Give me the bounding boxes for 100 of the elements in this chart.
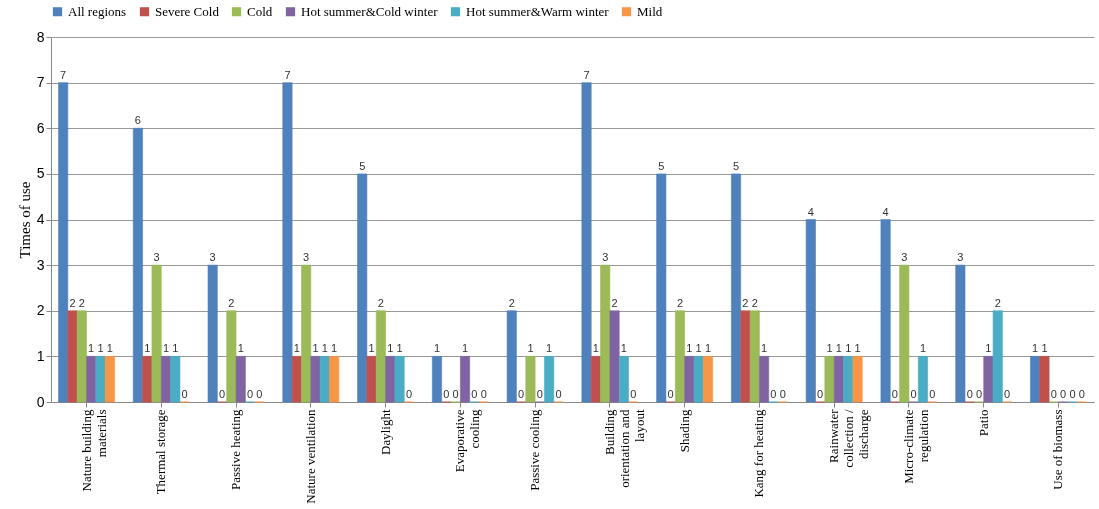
data-label: 0 xyxy=(1069,388,1076,400)
x-tick-label: Evaporative cooling xyxy=(452,409,483,473)
data-label: 1 xyxy=(835,342,842,355)
bar xyxy=(142,356,153,403)
x-tick-label: Patio xyxy=(975,409,991,437)
y-tick-label: 3 xyxy=(36,256,45,273)
y-tick-label: 6 xyxy=(36,119,45,136)
y-tick-label: 2 xyxy=(36,302,45,319)
legend-label: All regions xyxy=(68,3,127,19)
data-label: 1 xyxy=(592,342,599,355)
legend-label: Hot summer&Cold winter xyxy=(301,3,439,19)
data-label: 1 xyxy=(461,342,469,355)
data-label: 0 xyxy=(1060,388,1067,400)
data-label: 4 xyxy=(807,205,814,218)
bar xyxy=(759,356,770,403)
bar xyxy=(880,219,891,403)
bar xyxy=(375,310,386,403)
bar xyxy=(740,310,751,403)
data-label: 0 xyxy=(1050,388,1057,400)
data-label: 0 xyxy=(1004,388,1011,400)
data-label: 0 xyxy=(181,388,188,400)
data-label: 2 xyxy=(676,296,684,309)
x-tick-label: Daylight xyxy=(377,409,393,455)
data-label: 5 xyxy=(658,159,665,172)
data-label: 1 xyxy=(985,342,992,355)
bar xyxy=(731,173,742,403)
data-label: 1 xyxy=(761,342,768,355)
data-label: 1 xyxy=(331,342,338,355)
legend-label: Hot summer&Warm winter xyxy=(466,3,610,19)
bar xyxy=(1030,356,1041,403)
bar xyxy=(67,310,78,403)
bar xyxy=(432,356,442,403)
data-label: 3 xyxy=(901,251,908,264)
x-tick-label: Passive cooling xyxy=(527,409,543,491)
data-label: 0 xyxy=(929,388,936,400)
bar xyxy=(675,310,685,403)
data-label: 3 xyxy=(957,251,964,264)
y-tick-label: 0 xyxy=(36,393,45,410)
data-label: 0 xyxy=(443,388,450,400)
x-tick-label: Rainwater collection / discharge xyxy=(826,408,872,468)
bar xyxy=(693,356,704,403)
data-label: 1 xyxy=(686,342,693,355)
y-tick-label: 4 xyxy=(36,211,45,227)
x-tick-label: Nature ventilation xyxy=(302,409,318,504)
x-tick-label: Passive heating xyxy=(228,409,244,491)
bar xyxy=(207,264,218,403)
data-label: 2 xyxy=(994,296,1001,309)
data-label: 1 xyxy=(1041,342,1048,355)
bar xyxy=(824,356,835,403)
data-label: 0 xyxy=(1078,388,1085,400)
bar xyxy=(525,356,536,403)
x-tick-label: Nature building materials xyxy=(78,409,109,492)
data-label: 0 xyxy=(966,388,973,400)
data-label: 1 xyxy=(527,342,534,355)
data-label: 1 xyxy=(312,342,319,355)
data-label: 0 xyxy=(480,388,487,400)
bar xyxy=(132,127,143,403)
bar xyxy=(291,356,302,403)
data-label: 0 xyxy=(891,388,898,400)
y-tick-label: 1 xyxy=(36,347,45,364)
data-label: 1 xyxy=(854,342,861,355)
data-label: 2 xyxy=(508,296,515,309)
data-label: 0 xyxy=(770,388,777,400)
legend-label: Cold xyxy=(247,3,273,19)
data-label: 2 xyxy=(228,296,235,309)
bar xyxy=(544,356,555,403)
bar xyxy=(310,356,321,403)
bar xyxy=(394,356,405,403)
bar xyxy=(1039,356,1050,403)
data-label: 1 xyxy=(97,342,104,355)
bar xyxy=(58,82,69,403)
y-tick-label: 8 xyxy=(36,28,45,45)
bar xyxy=(983,356,994,403)
bar xyxy=(656,173,667,403)
data-label: 0 xyxy=(779,388,786,400)
bar xyxy=(581,82,592,403)
bar xyxy=(319,356,330,403)
x-tick-label: Building orientation and layout xyxy=(601,409,647,488)
bar xyxy=(805,219,816,403)
data-label: 2 xyxy=(751,296,758,309)
data-label: 1 xyxy=(620,342,627,355)
bar xyxy=(226,310,237,403)
data-label: 1 xyxy=(293,342,300,355)
bar xyxy=(329,356,340,403)
data-label: 2 xyxy=(611,296,618,309)
bar xyxy=(460,356,470,403)
bar xyxy=(282,82,293,403)
data-label: 3 xyxy=(153,251,160,264)
data-label: 2 xyxy=(78,296,85,309)
data-label: 1 xyxy=(826,342,833,355)
bar xyxy=(590,356,601,403)
bar xyxy=(609,310,620,403)
data-label: 6 xyxy=(134,114,141,127)
data-label: 1 xyxy=(919,342,927,355)
data-label: 0 xyxy=(256,388,263,400)
data-label: 7 xyxy=(583,68,590,81)
data-label: 0 xyxy=(471,388,478,400)
data-label: 1 xyxy=(433,342,441,355)
data-label: 1 xyxy=(172,342,179,355)
data-label: 1 xyxy=(106,342,113,355)
